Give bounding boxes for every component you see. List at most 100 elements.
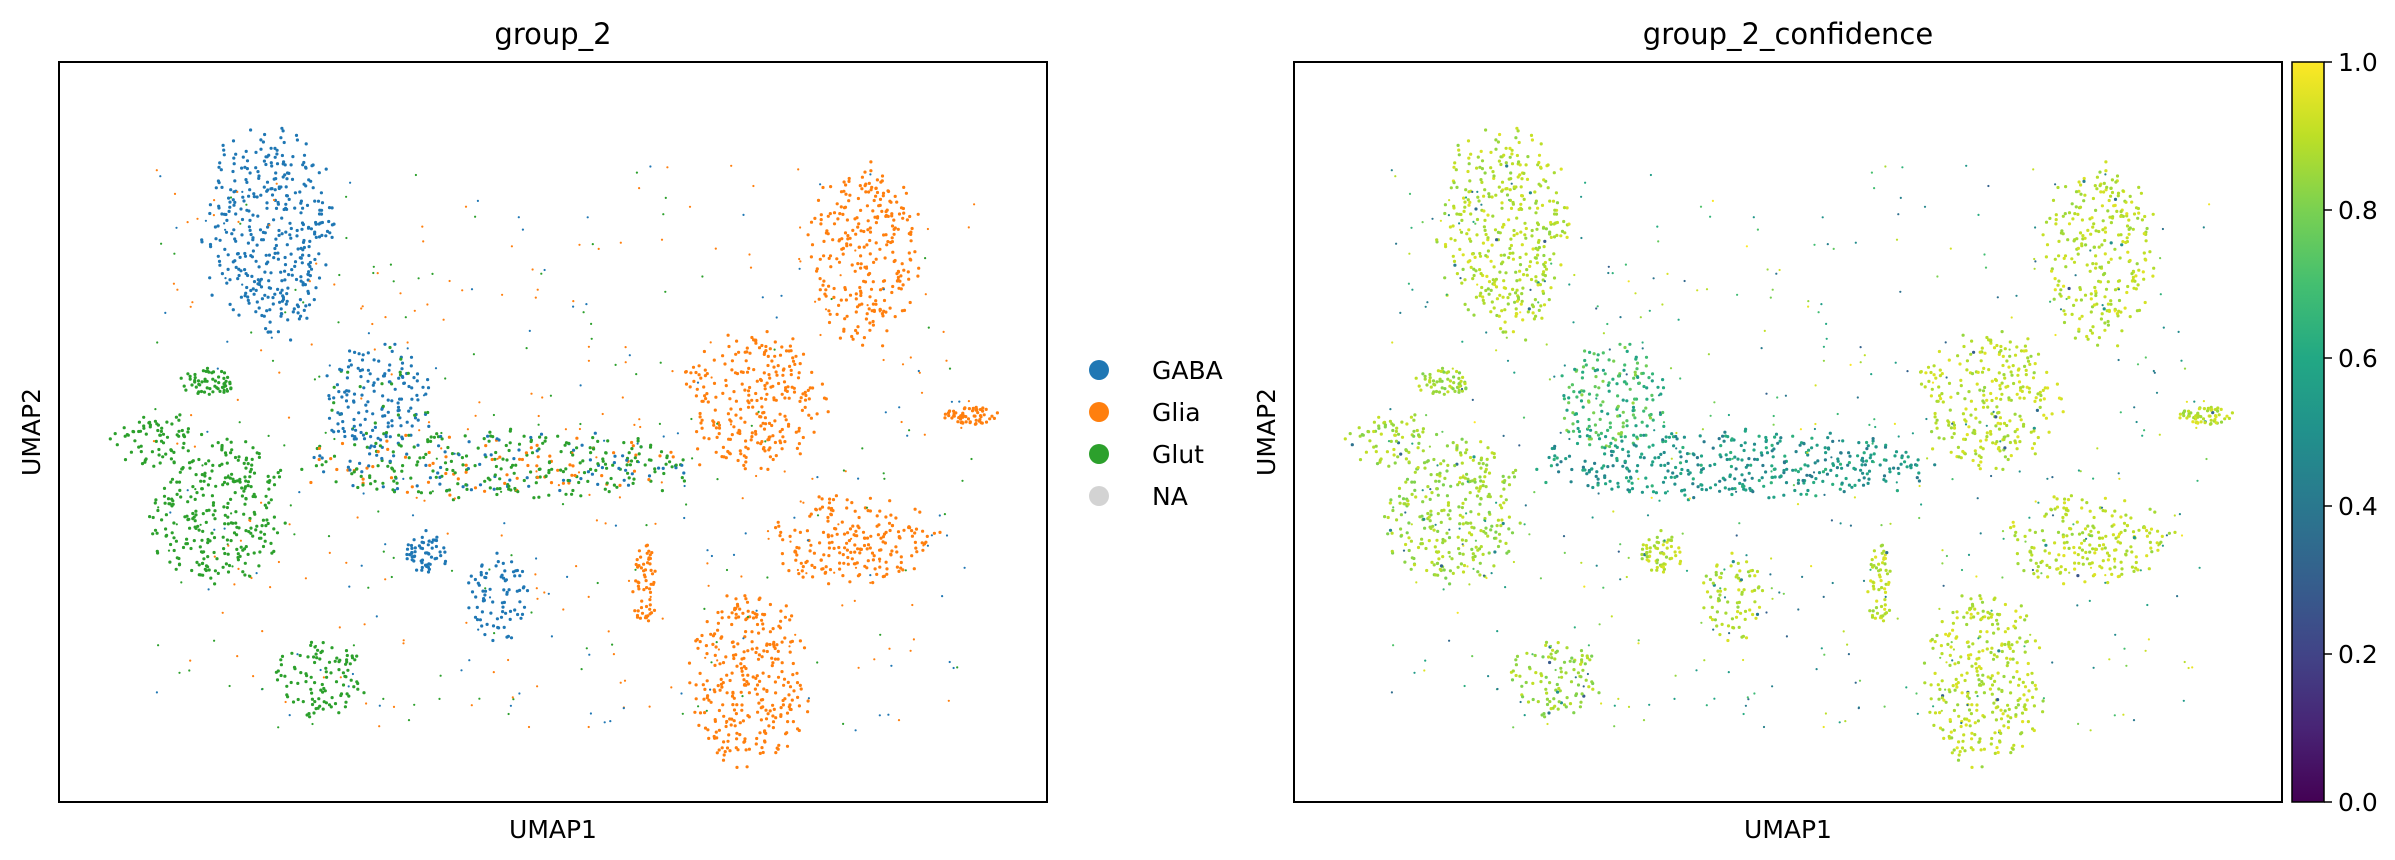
scatter-point-left [266,260,270,264]
scatter-point-left [317,457,321,462]
scatter-point-left [779,609,783,613]
scatter-point-left [735,737,739,741]
scatter-point-left [743,388,747,392]
scatter-point-right [1981,649,1985,653]
scatter-point-right [1977,678,1981,682]
scatter-point-left [345,195,348,198]
scatter-point-left [917,369,920,373]
scatter-point-right [1635,435,1639,439]
scatter-point-left [838,567,842,571]
scatter-point-right [1886,582,1890,587]
scatter-point-left [291,155,295,159]
scatter-point-left [850,263,854,267]
scatter-point-left [735,339,739,343]
scatter-point-left [706,400,710,404]
scatter-point-left [732,656,736,661]
scatter-point-left [388,459,392,463]
scatter-point-left [317,252,321,256]
scatter-point-left [365,466,369,470]
scatter-point-left [680,463,684,467]
scatter-point-left [398,370,402,374]
scatter-point-left [294,133,299,137]
scatter-point-left [232,228,236,232]
scatter-point-right [1593,369,1597,373]
scatter-point-left [474,595,478,599]
scatter-point-right [1478,254,1483,258]
scatter-point-left [635,558,639,562]
scatter-point-left [248,228,252,232]
scatter-point-left [784,386,788,390]
scatter-point-left [507,487,511,491]
scatter-point-right [2106,323,2110,327]
scatter-point-left [843,205,848,209]
scatter-point-left [365,702,368,705]
scatter-point-left [860,187,864,191]
scatter-point-left [218,161,222,165]
scatter-point-right [2130,272,2134,276]
scatter-point-left [714,730,718,734]
scatter-point-right [2104,169,2108,173]
scatter-point-left [266,225,270,229]
scatter-point-left [774,751,778,755]
scatter-point-right [1730,551,1734,555]
scatter-point-left [223,476,227,480]
scatter-point-left [249,254,253,258]
scatter-point-left [274,237,278,241]
scatter-point-left [231,521,235,525]
scatter-point-left [856,225,860,229]
scatter-point-left [947,699,950,702]
scatter-point-left [746,609,750,613]
scatter-point-left [887,521,892,525]
scatter-point-left [590,337,593,340]
scatter-point-left [271,296,275,300]
scatter-point-right [1474,269,1478,273]
scatter-point-left [778,534,782,538]
scatter-point-left [794,558,798,562]
scatter-point-left [943,416,947,420]
scatter-point-left [822,254,826,258]
scatter-point-left [768,435,772,439]
scatter-point-right [1498,293,1502,297]
scatter-point-left [859,293,863,298]
scatter-point-right [1529,133,1534,137]
scatter-point-left [473,464,477,468]
scatter-point-left [950,400,954,403]
scatter-point-right [1704,574,1708,578]
scatter-point-right [1965,694,1970,698]
scatter-point-right [1724,611,1728,615]
scatter-point-left [478,618,482,622]
scatter-point-right [2016,703,2020,707]
scatter-point-left [311,722,314,726]
scatter-point-left [868,295,872,299]
scatter-point-left [914,527,919,531]
scatter-point-right [1536,283,1540,287]
scatter-point-right [1506,302,1510,306]
scatter-point-left [755,398,759,403]
scatter-point-left [832,546,836,551]
scatter-point-right [1619,431,1624,435]
scatter-point-left [797,371,801,375]
scatter-point-left [427,424,431,428]
scatter-point-left [668,460,672,464]
scatter-point-left [604,522,607,525]
scatter-point-left [740,703,744,707]
scatter-point-right [1635,367,1639,371]
scatter-point-left [688,205,692,208]
scatter-point-left [366,368,370,372]
scatter-point-left [397,443,401,447]
scatter-point-left [902,211,906,215]
scatter-point-left [474,215,477,218]
scatter-point-left [310,691,314,695]
scatter-point-left [899,560,903,565]
scatter-point-left [827,554,831,558]
scatter-point-left [132,430,136,434]
scatter-point-left [397,376,401,380]
scatter-point-right [1944,700,1948,704]
scatter-point-left [529,438,534,442]
scatter-point-right [1938,711,1942,715]
scatter-point-left [711,642,715,647]
scatter-point-left [447,488,452,492]
scatter-point-left [745,680,749,684]
scatter-point-left [848,527,853,531]
scatter-point-right [1977,656,1981,660]
